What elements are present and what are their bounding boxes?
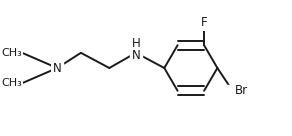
Text: CH₃: CH₃ — [1, 78, 22, 88]
Polygon shape — [130, 47, 142, 58]
Polygon shape — [227, 85, 238, 96]
Text: H
N: H N — [131, 38, 140, 63]
Text: N: N — [53, 61, 62, 75]
Polygon shape — [51, 62, 63, 74]
Polygon shape — [199, 17, 210, 28]
Text: Br: Br — [234, 84, 248, 97]
Text: F: F — [201, 16, 207, 29]
Text: CH₃: CH₃ — [1, 48, 22, 58]
